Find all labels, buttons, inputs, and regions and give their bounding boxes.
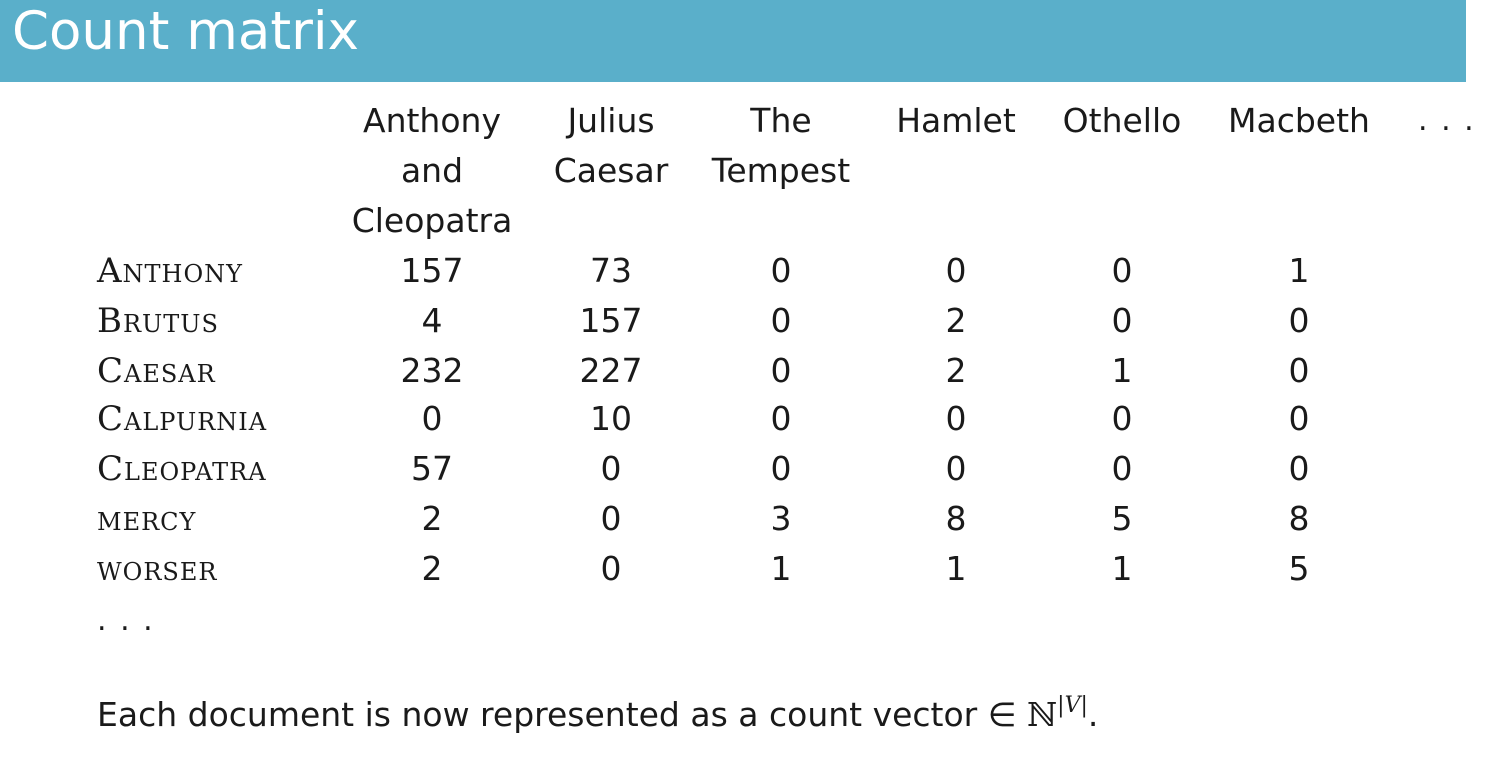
matrix-cell: 5 — [1288, 549, 1310, 588]
matrix-cell: 1 — [1111, 351, 1133, 390]
row-label: mercy — [97, 499, 197, 539]
matrix-cell: 1 — [1111, 549, 1133, 588]
matrix-cell: 4 — [421, 301, 443, 340]
footer-text: Each document is now represented as a co… — [97, 695, 1027, 734]
column-header: Othello — [1062, 101, 1182, 140]
matrix-cell: 232 — [400, 351, 464, 390]
matrix-cell: 57 — [411, 449, 453, 488]
column-header: Julius Caesar — [553, 101, 669, 190]
matrix-cell: 8 — [945, 499, 967, 538]
matrix-cell: 0 — [770, 449, 792, 488]
matrix-cell: 0 — [945, 251, 967, 290]
matrix-cell: 8 — [1288, 499, 1310, 538]
matrix-cell: 1 — [1288, 251, 1310, 290]
matrix-cell: 0 — [600, 449, 622, 488]
row-ellipsis: . . . — [97, 603, 155, 638]
matrix-cell: 2 — [945, 351, 967, 390]
matrix-cell: 10 — [590, 399, 632, 438]
matrix-cell: 0 — [1111, 301, 1133, 340]
matrix-cell: 0 — [1288, 449, 1310, 488]
matrix-cell: 0 — [1111, 251, 1133, 290]
row-label: Calpurnia — [97, 399, 268, 439]
footer-statement: Each document is now represented as a co… — [97, 690, 1098, 745]
column-header: Macbeth — [1228, 101, 1370, 140]
matrix-cell: 5 — [1111, 499, 1133, 538]
natural-numbers-symbol: ℕ — [1026, 695, 1058, 734]
slide-title: Count matrix — [12, 1, 360, 62]
matrix-cell: 1 — [945, 549, 967, 588]
matrix-cell: 0 — [1288, 301, 1310, 340]
matrix-cell: 227 — [579, 351, 643, 390]
matrix-cell: 0 — [770, 351, 792, 390]
row-label: Brutus — [97, 301, 219, 341]
matrix-cell: 0 — [1288, 351, 1310, 390]
vocabulary-size-superscript: |V| — [1057, 693, 1088, 718]
matrix-cell: 157 — [400, 251, 464, 290]
matrix-cell: 157 — [579, 301, 643, 340]
title-bar: Count matrix — [0, 0, 1466, 82]
matrix-cell: 2 — [945, 301, 967, 340]
column-ellipsis: . . . — [1418, 103, 1476, 138]
matrix-cell: 0 — [421, 399, 443, 438]
column-header: Anthony and Cleopatra — [351, 101, 513, 240]
matrix-cell: 0 — [600, 549, 622, 588]
matrix-cell: 0 — [770, 399, 792, 438]
row-label: Caesar — [97, 351, 216, 391]
matrix-cell: 2 — [421, 499, 443, 538]
row-label: worser — [97, 549, 218, 589]
matrix-cell: 0 — [945, 399, 967, 438]
matrix-cell: 3 — [770, 499, 792, 538]
footer-end: . — [1087, 695, 1099, 734]
column-header: Hamlet — [896, 101, 1016, 140]
row-label: Anthony — [97, 251, 244, 291]
matrix-cell: 2 — [421, 549, 443, 588]
row-label: Cleopatra — [97, 449, 267, 489]
matrix-cell: 0 — [1111, 399, 1133, 438]
matrix-cell: 1 — [770, 549, 792, 588]
matrix-cell: 0 — [770, 251, 792, 290]
matrix-cell: 0 — [1111, 449, 1133, 488]
column-header: The Tempest — [711, 101, 851, 190]
matrix-cell: 0 — [600, 499, 622, 538]
matrix-cell: 0 — [945, 449, 967, 488]
matrix-cell: 0 — [770, 301, 792, 340]
matrix-cell: 73 — [590, 251, 632, 290]
matrix-cell: 0 — [1288, 399, 1310, 438]
